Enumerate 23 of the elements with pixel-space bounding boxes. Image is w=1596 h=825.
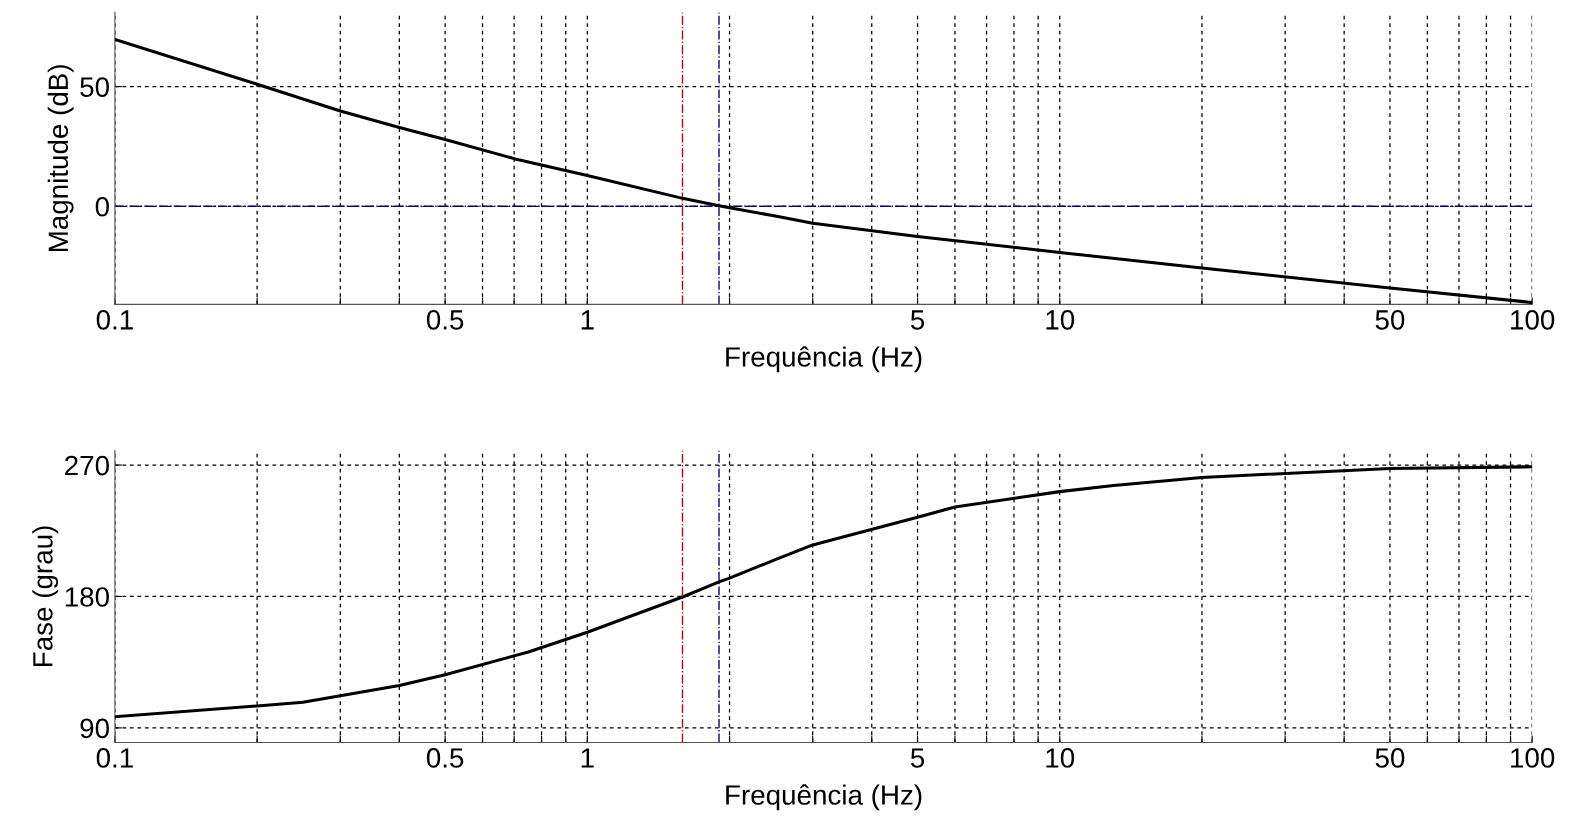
y-tick-label: 180 [65,587,109,607]
x-tick-label: 10 [1046,748,1075,768]
y-tick-label: 50 [80,77,109,97]
x-tick-label: 0.1 [96,310,133,330]
x-tick-label: 5 [910,310,925,330]
x-tick-label: 1 [581,748,594,768]
x-tick-label: 100 [1511,748,1555,768]
y-tick-label: 270 [65,455,109,476]
x-tick-label: 0.5 [426,310,464,330]
x-tick-label: 0.1 [96,748,133,768]
x-tick-label: 100 [1511,310,1555,330]
y-tick-label: 0 [95,196,109,217]
y-tick-label: 90 [80,718,109,739]
x-axis-title: Frequência (Hz) [726,346,922,373]
x-tick-label: 5 [910,748,925,768]
x-tick-label: 50 [1375,748,1405,768]
x-tick-label: 10 [1046,310,1075,330]
x-axis-title: Frequência (Hz) [726,784,922,811]
x-tick-label: 50 [1375,310,1405,330]
x-tick-label: 0.5 [426,748,464,768]
y-axis-title: Magnitude (dB) [47,65,74,252]
x-tick-label: 1 [581,310,594,330]
y-axis-title: Fase (grau) [32,526,59,666]
